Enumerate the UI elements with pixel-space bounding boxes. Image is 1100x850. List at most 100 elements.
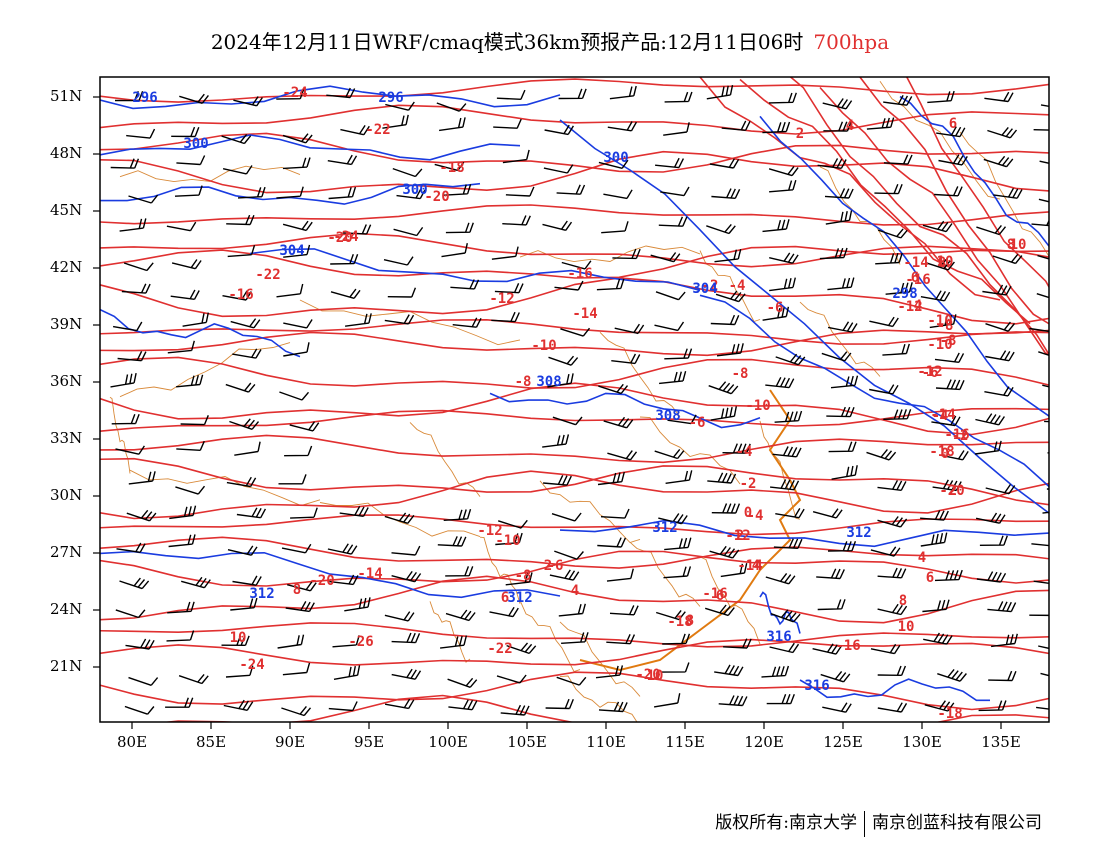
wind-barb xyxy=(110,158,140,169)
border-line xyxy=(599,331,681,417)
wind-barb xyxy=(709,545,740,559)
wind-barb xyxy=(976,224,1007,236)
wind-barb xyxy=(762,219,790,233)
wind-barb xyxy=(655,291,686,301)
wind-barb xyxy=(124,705,155,715)
wind-barb xyxy=(877,603,908,616)
lon-label-80e: 80E xyxy=(116,733,148,751)
wind-barb xyxy=(282,133,313,144)
wind-barb xyxy=(775,353,806,366)
lon-label-110e: 110E xyxy=(586,733,626,751)
temperature-contour xyxy=(100,329,1049,357)
wind-barb xyxy=(825,210,853,225)
wind-barb xyxy=(598,159,629,169)
height-label: 312 xyxy=(652,520,677,536)
wind-barb xyxy=(609,85,637,100)
wind-barb xyxy=(166,221,197,232)
wind-barb xyxy=(830,375,859,389)
wind-barb xyxy=(1038,645,1049,650)
temperature-contour xyxy=(739,78,1031,325)
lat-label-30n: 30N xyxy=(50,486,83,504)
wind-barb xyxy=(330,253,359,265)
wind-barb xyxy=(775,508,805,519)
border-line xyxy=(699,250,761,323)
wind-barb xyxy=(987,126,1018,139)
wind-barb xyxy=(819,247,848,260)
temperature-label: -16 xyxy=(944,427,969,443)
temperature-contour xyxy=(100,150,1049,194)
lon-label-100e: 100E xyxy=(428,733,468,751)
lon-label-95e: 95E xyxy=(353,733,385,751)
border-line xyxy=(119,342,291,398)
wind-barb xyxy=(654,448,685,460)
wind-barb xyxy=(176,374,204,388)
temperature-label: -20 xyxy=(424,189,449,205)
wind-barb xyxy=(558,603,586,617)
wind-barb xyxy=(761,665,790,678)
temperature-label: -14 xyxy=(737,558,762,574)
height-contour xyxy=(100,550,561,599)
lat-label-42n: 42N xyxy=(50,258,83,276)
wind-barb xyxy=(384,698,415,710)
wind-barb xyxy=(545,698,574,710)
wind-barb xyxy=(279,391,310,401)
wind-barb xyxy=(168,534,196,548)
wind-barb xyxy=(975,440,1002,455)
temperature-label: 6 xyxy=(911,270,919,286)
lon-label-105e: 105E xyxy=(507,733,547,751)
wind-barb xyxy=(285,601,315,613)
wind-barb xyxy=(877,516,908,528)
temperature-label: -2 xyxy=(702,278,719,294)
temperature-label: -16 xyxy=(702,586,727,602)
temperature-label: 4 xyxy=(918,550,926,566)
temperature-label: 2 xyxy=(544,558,552,574)
wind-barb xyxy=(340,125,370,136)
wind-barb xyxy=(126,128,156,139)
wind-barb xyxy=(445,609,476,622)
wind-barb xyxy=(937,668,967,682)
wind-barb xyxy=(931,415,961,427)
wind-barb xyxy=(561,260,592,270)
wind-barb xyxy=(650,252,681,263)
height-label: 312 xyxy=(249,586,274,602)
wind-barb xyxy=(126,509,157,522)
wind-barb xyxy=(234,441,261,456)
wind-barb xyxy=(768,165,799,177)
wind-barb xyxy=(606,634,636,645)
temperature-contour xyxy=(100,318,1049,345)
wind-barb xyxy=(720,563,748,578)
wind-barbs xyxy=(110,84,1049,717)
wind-barb xyxy=(661,662,690,673)
wind-barb xyxy=(766,694,795,705)
wind-barb xyxy=(443,508,472,521)
lat-label-24n: 24N xyxy=(50,600,83,618)
wind-barb xyxy=(812,508,843,519)
wind-barb xyxy=(920,290,951,302)
wind-barb xyxy=(827,277,855,291)
wind-barb xyxy=(384,611,415,622)
wind-barb xyxy=(597,537,627,548)
wind-barb xyxy=(663,566,692,579)
temperature-labels: -24-22-20-18-20-16-16-14-12-10-8-6-4-202… xyxy=(228,85,1026,722)
temperature-contour xyxy=(100,132,1049,173)
wind-barb xyxy=(823,121,852,132)
temperature-label: -18 xyxy=(937,706,962,722)
temperature-label: 6 xyxy=(716,588,724,604)
temperature-label: -14 xyxy=(572,306,597,322)
wind-barb xyxy=(110,372,137,388)
wind-barb xyxy=(171,126,200,138)
wind-barb xyxy=(226,214,255,226)
temperature-contour xyxy=(100,671,1049,711)
wind-barb xyxy=(975,413,1005,426)
temperature-label: -6 xyxy=(547,558,564,574)
height-contour xyxy=(249,248,701,292)
wind-barb xyxy=(598,383,629,395)
wind-barb xyxy=(128,471,156,485)
wind-barb xyxy=(445,222,474,234)
wind-barb xyxy=(769,180,797,193)
wind-barb xyxy=(121,283,151,294)
temperature-label: -18 xyxy=(439,160,464,176)
height-label: 316 xyxy=(804,678,829,694)
wind-barb xyxy=(824,188,854,199)
wind-barb xyxy=(827,541,857,552)
